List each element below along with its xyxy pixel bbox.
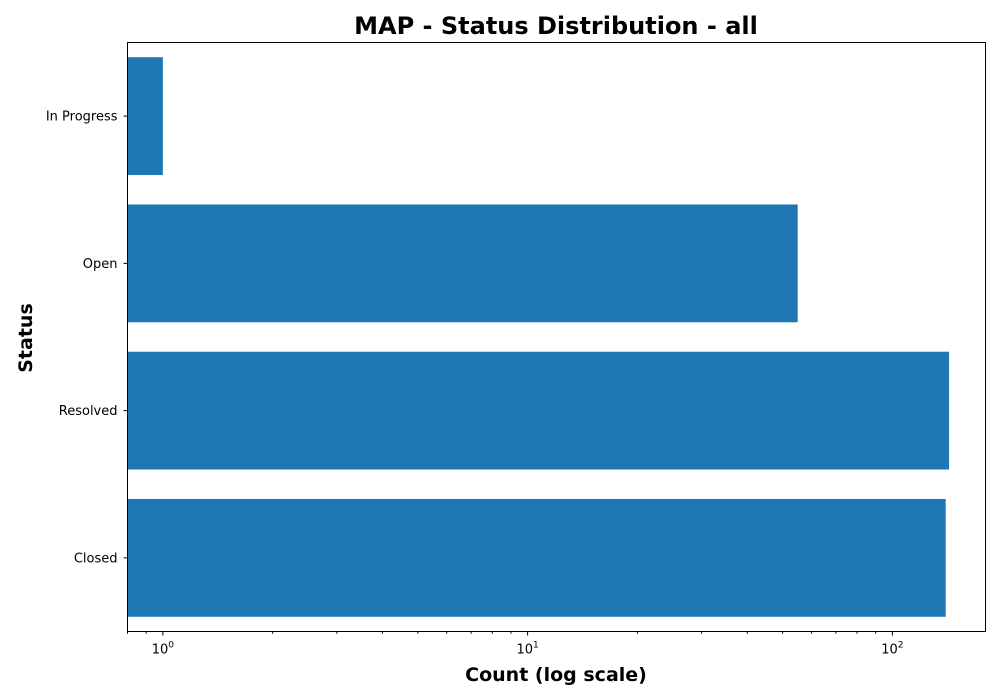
x-axis: 100 101 102 [127, 631, 904, 658]
y-tick-label: Open [83, 257, 118, 272]
plot-frame [127, 42, 986, 632]
chart-title: MAP - Status Distribution - all [354, 12, 758, 40]
x-tick-label: 100 [152, 641, 175, 658]
x-tick-label: 102 [881, 641, 903, 658]
bar-in-progress [127, 57, 163, 176]
y-axis-title: Status [15, 303, 37, 373]
x-tick-label: 101 [516, 641, 538, 658]
y-tick-label: Resolved [59, 404, 118, 419]
y-tick-label: Closed [74, 551, 118, 566]
bars-group [127, 57, 950, 617]
bar-closed [127, 498, 946, 617]
y-axis: Closed Resolved Open In Progress [46, 110, 128, 566]
x-axis-title: Count (log scale) [465, 664, 647, 686]
y-tick-label: In Progress [46, 110, 118, 125]
bar-resolved [127, 351, 950, 470]
bar-open [127, 204, 798, 323]
